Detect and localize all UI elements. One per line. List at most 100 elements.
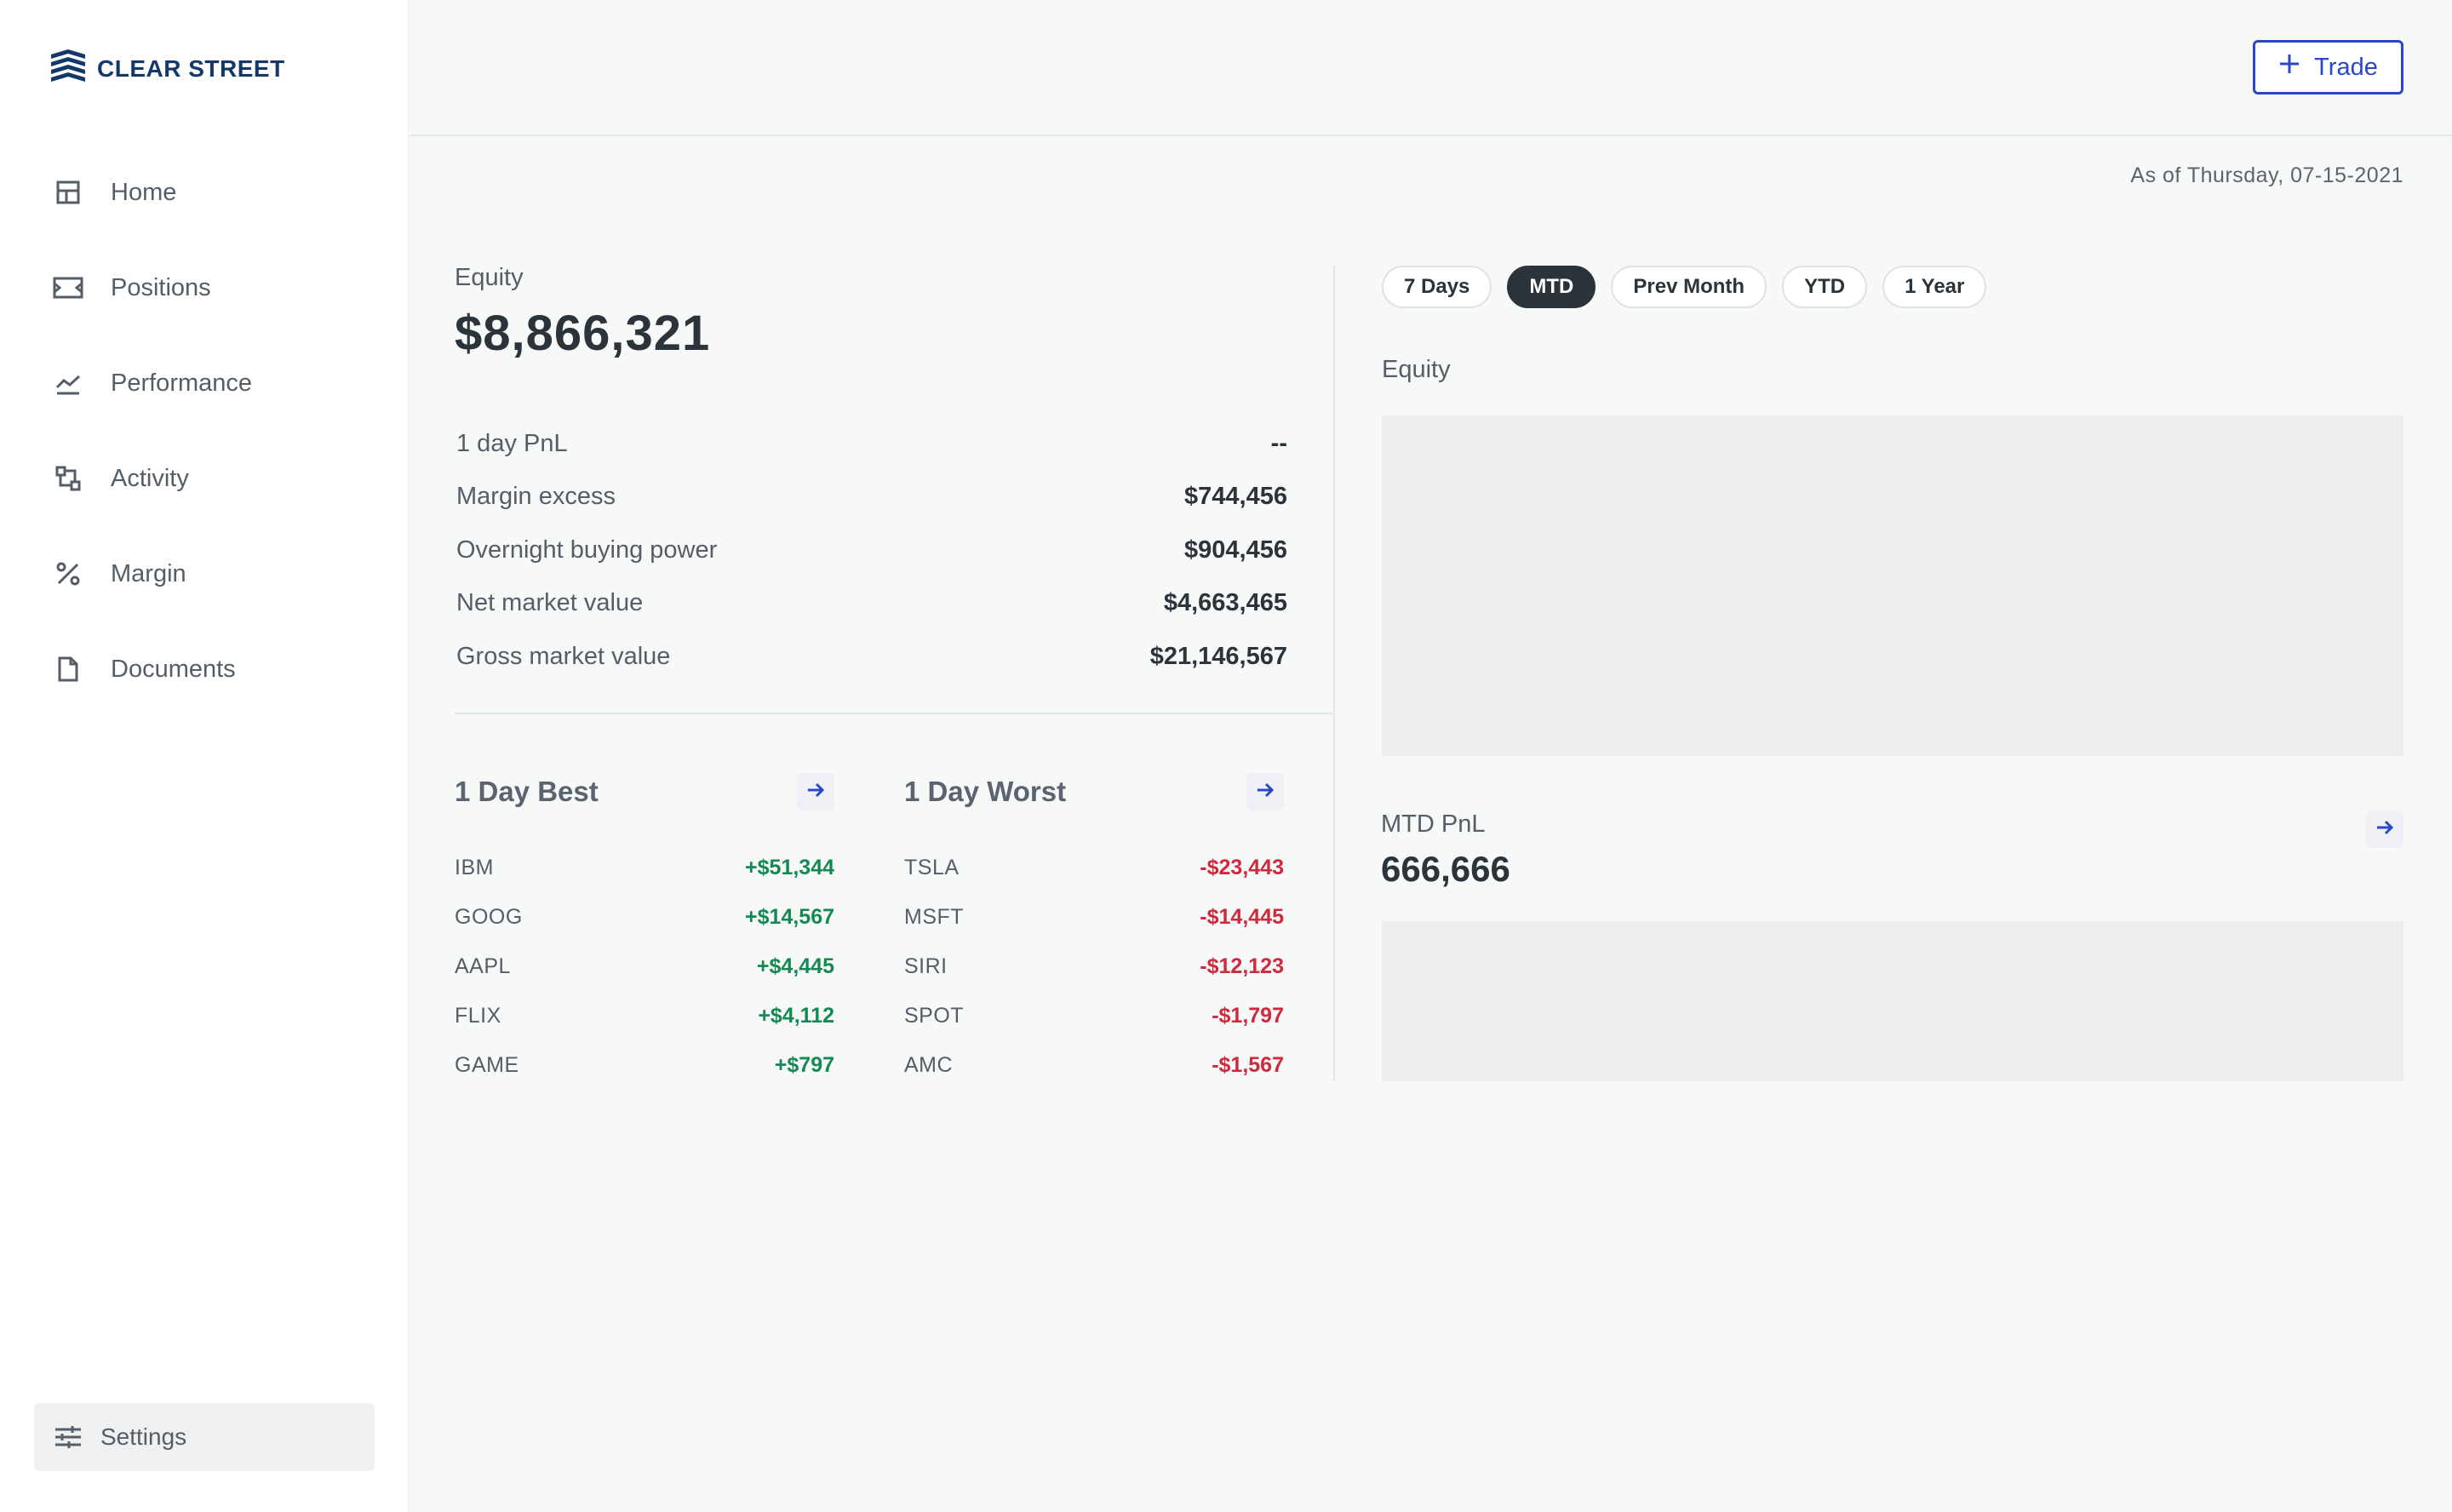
range-1-year-button[interactable]: 1 Year — [1882, 266, 1987, 308]
sidebar-item-label: Performance — [111, 369, 253, 397]
stat-value: $21,146,567 — [1149, 642, 1287, 670]
sidebar-item-home[interactable]: Home — [0, 145, 409, 240]
day-worst-title: 1 Day Worst — [904, 776, 1067, 807]
stat-value: $4,663,465 — [1163, 589, 1287, 617]
stat-label: Gross market value — [456, 642, 671, 670]
margin-percent-icon — [53, 558, 83, 589]
list-item[interactable]: SPOT -$1,797 — [904, 991, 1284, 1040]
ticker: MSFT — [904, 904, 965, 929]
positions-icon — [53, 272, 83, 303]
range-ytd-button[interactable]: YTD — [1782, 266, 1868, 308]
activity-icon — [53, 463, 83, 494]
list-item[interactable]: GOOG +$14,567 — [455, 892, 834, 942]
clear-street-logo-icon — [49, 48, 87, 89]
gain-value: +$4,445 — [756, 954, 834, 978]
ticker: TSLA — [904, 855, 960, 879]
equity-value: $8,866,321 — [455, 306, 711, 361]
ticker: GOOG — [455, 904, 523, 929]
stat-value: $904,456 — [1184, 536, 1287, 564]
ticker: SPOT — [904, 1003, 965, 1028]
stat-row-margin-excess: Margin excess $744,456 — [456, 471, 1287, 524]
sidebar-item-label: Home — [111, 178, 177, 206]
sidebar-item-activity[interactable]: Activity — [0, 431, 409, 526]
sidebar: CLEAR STREET Home Positions — [0, 0, 409, 1512]
ticker: IBM — [455, 855, 494, 879]
mtd-pnl-label: MTD PnL — [1381, 810, 1486, 838]
brand-name: CLEAR STREET — [97, 54, 285, 82]
list-item[interactable]: AMC -$1,567 — [904, 1040, 1284, 1090]
ticker: AAPL — [455, 954, 511, 978]
settings-sliders-icon — [53, 1422, 83, 1452]
loss-value: -$1,567 — [1212, 1052, 1284, 1077]
day-best-panel: 1 Day Best IBM +$51,344 GOOG +$14,567 — [455, 766, 834, 1090]
loss-value: -$23,443 — [1200, 855, 1284, 879]
trade-button-label: Trade — [2314, 53, 2378, 81]
equity-chart-placeholder — [1382, 415, 2403, 756]
stat-label: Net market value — [456, 589, 644, 617]
list-item[interactable]: TSLA -$23,443 — [904, 843, 1284, 892]
performance-chart-icon — [53, 368, 83, 398]
brand-logo[interactable]: CLEAR STREET — [49, 48, 285, 89]
list-item[interactable]: AAPL +$4,445 — [455, 942, 834, 991]
account-summary: Equity $8,866,321 1 day PnL -- Margin ex… — [455, 264, 1333, 1081]
home-grid-icon — [53, 177, 83, 208]
range-selector: 7 Days MTD Prev Month YTD 1 Year — [1382, 266, 1987, 308]
gain-value: +$797 — [774, 1052, 834, 1077]
stat-row-gross-market-value: Gross market value $21,146,567 — [456, 630, 1287, 684]
day-worst-list: TSLA -$23,443 MSFT -$14,445 SIRI -$12,12… — [904, 843, 1284, 1090]
sidebar-item-label: Positions — [111, 273, 211, 301]
equity-label: Equity — [455, 264, 524, 291]
day-worst-open-button[interactable] — [1246, 773, 1284, 810]
sidebar-item-margin[interactable]: Margin — [0, 526, 409, 621]
panel-divider — [1333, 266, 1335, 1081]
ticker: FLIX — [455, 1003, 501, 1028]
gain-value: +$4,112 — [758, 1003, 834, 1028]
ticker: AMC — [904, 1052, 954, 1077]
stat-row-net-market-value: Net market value $4,663,465 — [456, 577, 1287, 631]
arrow-right-icon — [1256, 782, 1275, 803]
stat-row-day-pnl: 1 day PnL -- — [456, 417, 1287, 471]
ticker: SIRI — [904, 954, 948, 978]
list-item[interactable]: FLIX +$4,112 — [455, 991, 834, 1040]
arrow-right-icon — [806, 782, 825, 803]
sidebar-item-positions[interactable]: Positions — [0, 240, 409, 335]
loss-value: -$14,445 — [1200, 904, 1284, 929]
loss-value: -$1,797 — [1212, 1003, 1284, 1028]
day-best-open-button[interactable] — [797, 773, 834, 810]
stat-label: 1 day PnL — [456, 429, 568, 457]
section-divider — [455, 713, 1333, 714]
day-best-list: IBM +$51,344 GOOG +$14,567 AAPL +$4,445 … — [455, 843, 834, 1090]
pnl-chart-placeholder — [1382, 921, 2403, 1081]
stat-row-overnight-buying-power: Overnight buying power $904,456 — [456, 524, 1287, 577]
sidebar-item-label: Margin — [111, 559, 186, 587]
mtd-pnl-open-button[interactable] — [2366, 810, 2403, 848]
list-item[interactable]: IBM +$51,344 — [455, 843, 834, 892]
list-item[interactable]: MSFT -$14,445 — [904, 892, 1284, 942]
stats-list: 1 day PnL -- Margin excess $744,456 Over… — [456, 417, 1287, 684]
day-best-title: 1 Day Best — [455, 776, 599, 807]
sidebar-item-label: Activity — [111, 464, 189, 492]
range-prev-month-button[interactable]: Prev Month — [1611, 266, 1767, 308]
as-of-date: As of Thursday, 07-15-2021 — [2130, 163, 2403, 187]
sidebar-item-label: Documents — [111, 655, 236, 683]
range-mtd-button[interactable]: MTD — [1507, 266, 1596, 308]
sidebar-item-documents[interactable]: Documents — [0, 621, 409, 717]
range-7-days-button[interactable]: 7 Days — [1382, 266, 1492, 308]
stat-label: Overnight buying power — [456, 536, 718, 564]
gain-value: +$51,344 — [745, 855, 834, 879]
list-item[interactable]: SIRI -$12,123 — [904, 942, 1284, 991]
top-header: Trade — [410, 0, 2452, 136]
gain-value: +$14,567 — [745, 904, 834, 929]
list-item[interactable]: GAME +$797 — [455, 1040, 834, 1090]
stat-label: Margin excess — [456, 483, 616, 511]
sidebar-nav: Home Positions Performance — [0, 145, 409, 717]
trade-button[interactable]: Trade — [2253, 40, 2403, 94]
plus-icon — [2278, 53, 2300, 82]
ticker: GAME — [455, 1052, 519, 1077]
equity-chart-label: Equity — [1382, 356, 1451, 383]
loss-value: -$12,123 — [1200, 954, 1284, 978]
mtd-pnl-value: 666,666 — [1381, 849, 1510, 889]
sidebar-item-performance[interactable]: Performance — [0, 335, 409, 431]
settings-button[interactable]: Settings — [34, 1403, 375, 1471]
